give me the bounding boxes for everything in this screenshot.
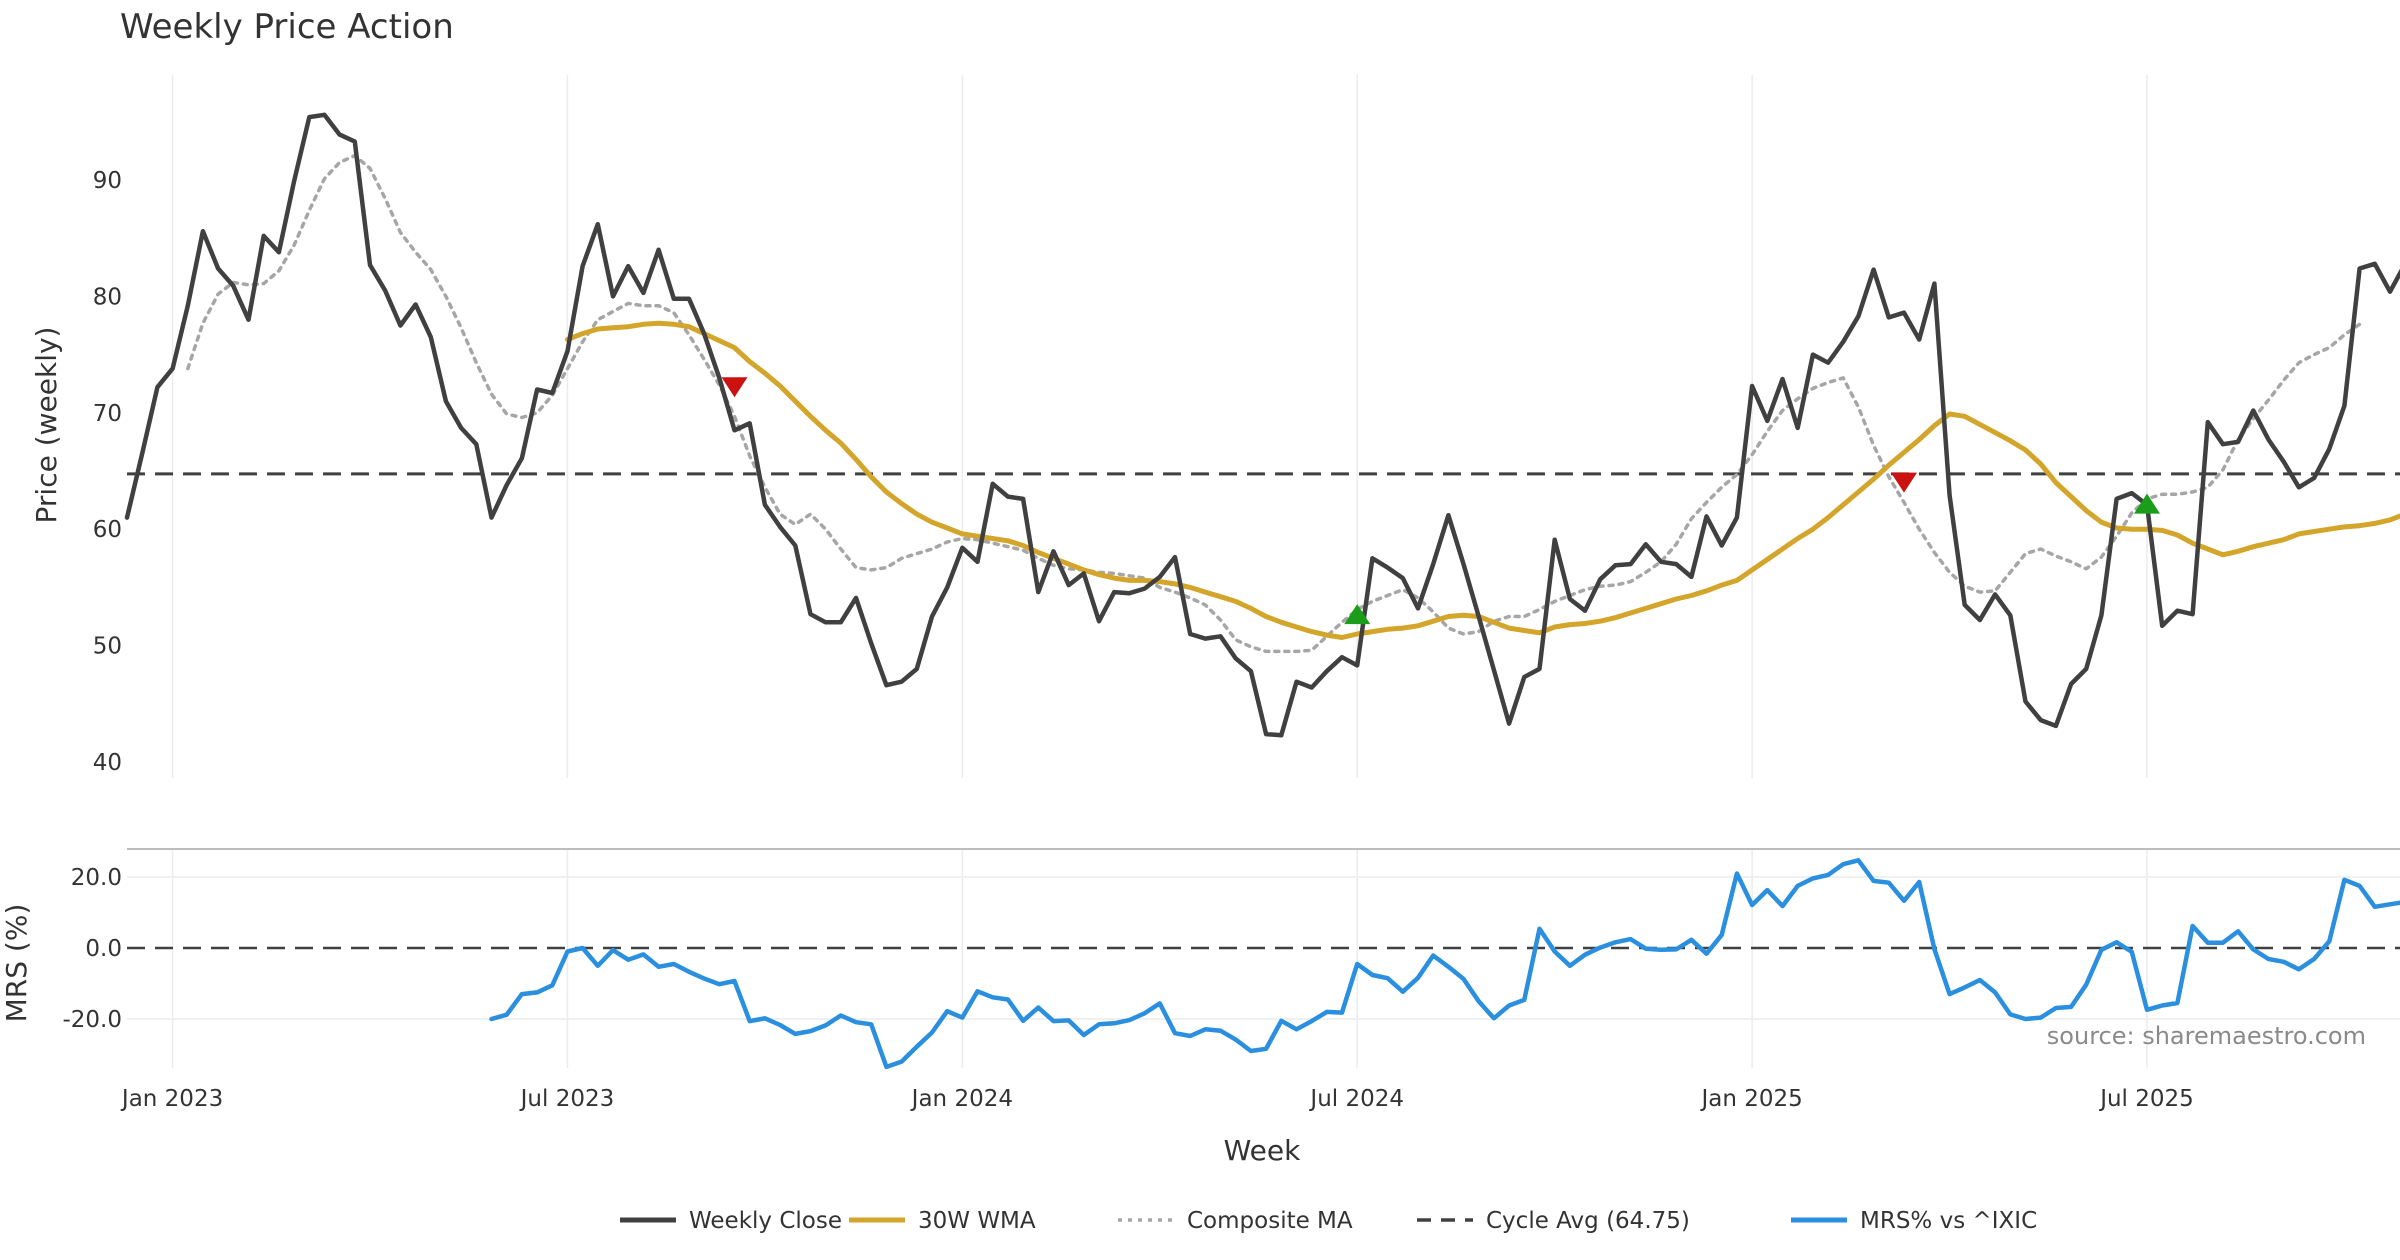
price-y-tick-label: 70 bbox=[93, 401, 122, 427]
mrs-series bbox=[127, 858, 2400, 1070]
legend-label: MRS% vs ^IXIC bbox=[1860, 1208, 2037, 1234]
buy-signal-marker bbox=[1344, 604, 1371, 625]
price-y-tick-label: 50 bbox=[93, 634, 122, 660]
x-axis-title: Week bbox=[1224, 1134, 1301, 1167]
x-tick-label: Jul 2025 bbox=[2098, 1086, 2194, 1112]
price-signals bbox=[721, 377, 2160, 625]
mrs-y-tick-label: 0.0 bbox=[85, 936, 122, 962]
sell-signal-marker bbox=[1890, 472, 1917, 493]
legend-label: Composite MA bbox=[1187, 1208, 1353, 1234]
price-yticks: 40 50 60 70 80 90 bbox=[93, 168, 122, 776]
price-y-tick-label: 40 bbox=[93, 750, 122, 776]
price-y-tick-label: 80 bbox=[93, 284, 122, 310]
buy-signal-marker bbox=[2134, 493, 2160, 514]
mrs-y-tick-label: 20.0 bbox=[71, 865, 122, 891]
legend-label: 30W WMA bbox=[918, 1208, 1036, 1234]
x-tick-label: Jan 2024 bbox=[910, 1086, 1013, 1112]
legend: Weekly Close 30W WMA Composite MA Cycle Avg… bbox=[620, 1208, 2037, 1234]
source-note: source: sharemaestro.com bbox=[2047, 1022, 2366, 1050]
price-y-tick-label: 60 bbox=[93, 517, 122, 543]
mrs-y-tick-label: -20.0 bbox=[62, 1007, 122, 1033]
price-grid bbox=[171, 75, 2148, 778]
price-axis-title: Price (weekly) bbox=[30, 327, 63, 524]
x-tick-label: Jan 2025 bbox=[1699, 1086, 1802, 1112]
mrs-yticks: 20.0 0.0 -20.0 bbox=[62, 865, 122, 1033]
x-tick-label: Jul 2023 bbox=[519, 1086, 615, 1112]
x-tick-label: Jan 2023 bbox=[120, 1086, 223, 1112]
sell-signal-marker bbox=[721, 377, 748, 398]
mrs-line bbox=[489, 858, 2400, 1070]
chart-title: Weekly Price Action bbox=[120, 7, 454, 47]
price-y-tick-label: 90 bbox=[93, 168, 122, 194]
x-ticks: Jan 2023 Jul 2023 Jan 2024 Jul 2024 Jan 2025… bbox=[120, 1086, 2194, 1112]
price-series bbox=[124, 112, 2400, 738]
legend-label: Cycle Avg (64.75) bbox=[1486, 1208, 1690, 1234]
wma-30w-line bbox=[565, 320, 2400, 640]
legend-label: Weekly Close bbox=[689, 1208, 842, 1234]
mrs-axis-title: MRS (%) bbox=[0, 904, 33, 1023]
weekly-close-line bbox=[124, 112, 2400, 738]
x-tick-label: Jul 2024 bbox=[1308, 1086, 1404, 1112]
composite-ma-line bbox=[186, 153, 2362, 654]
